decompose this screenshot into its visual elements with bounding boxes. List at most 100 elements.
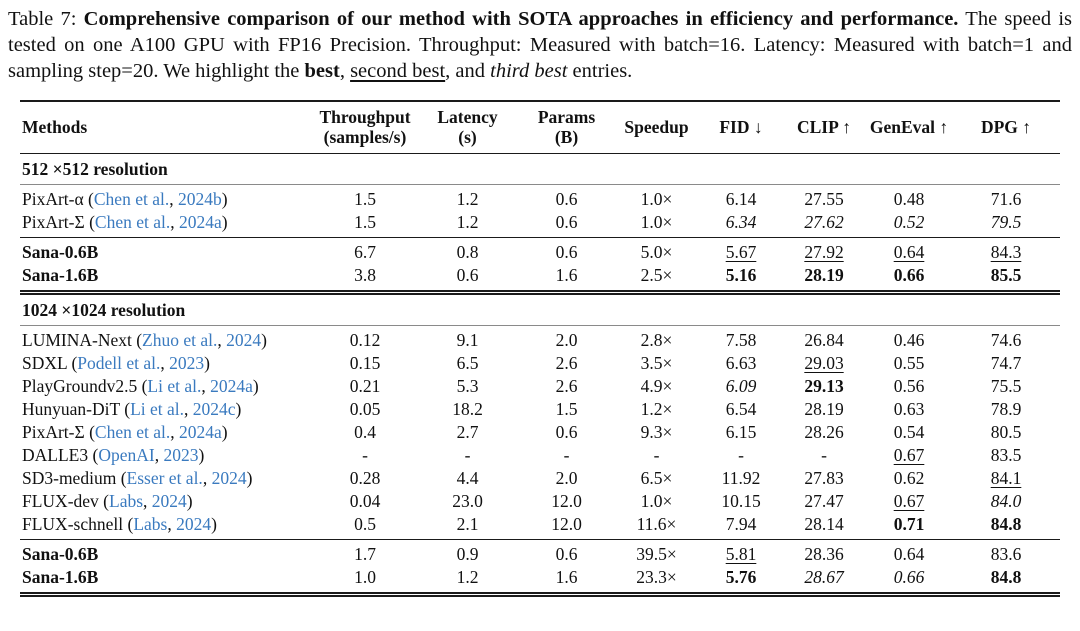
- value-cell: 6.15: [725, 421, 757, 442]
- value-cell: 5.67: [725, 241, 757, 262]
- citation-link[interactable]: Labs: [133, 513, 168, 534]
- value-cell: 6.34: [725, 211, 757, 232]
- value-cell: 18.2: [452, 398, 483, 419]
- value-cell: 0.05: [349, 398, 381, 419]
- value-cell: 28.19: [804, 398, 844, 419]
- citation-link[interactable]: Chen et al.: [94, 211, 171, 232]
- value-cell: 0.62: [893, 467, 925, 488]
- value-cell: 0.5: [354, 513, 376, 534]
- value-cell: 39.5×: [636, 543, 677, 564]
- value-cell: -: [362, 444, 368, 465]
- citation-link[interactable]: Podell et al.: [77, 352, 161, 373]
- value-cell: 6.63: [725, 352, 757, 373]
- value-cell: 23.0: [452, 490, 483, 511]
- method-cell: PlayGroundv2.5 (Li et al., 2024a): [22, 375, 259, 396]
- method-name: PixArt-α: [22, 188, 84, 209]
- value-cell: 1.2: [456, 566, 479, 587]
- column-header-sub: (s): [458, 127, 477, 148]
- citation-link[interactable]: Zhuo et al.: [142, 329, 218, 350]
- method-cell: LUMINA-Next (Zhuo et al., 2024): [22, 329, 267, 350]
- value-cell: 9.3×: [640, 421, 673, 442]
- citation-link[interactable]: Li et al.: [130, 398, 184, 419]
- method-name: LUMINA-Next: [22, 329, 132, 350]
- table-row: SDXL (Podell et al., 2023) 0.15 6.5 2.6 3.5×…: [20, 352, 1060, 375]
- value-cell: 28.67: [804, 566, 844, 587]
- value-cell: 0.48: [893, 188, 925, 209]
- citation-year-link[interactable]: 2024a: [178, 421, 222, 442]
- citation-link[interactable]: Chen et al.: [93, 188, 170, 209]
- value-cell: 83.5: [990, 444, 1022, 465]
- value-cell: 3.8: [354, 264, 376, 285]
- citation-year-link[interactable]: 2023: [163, 444, 199, 465]
- caption-segment: best: [304, 59, 340, 82]
- value-cell: 26.84: [804, 329, 844, 350]
- citation-year-link[interactable]: 2024b: [177, 188, 222, 209]
- table-row: Hunyuan-DiT (Li et al., 2024c) 0.05 18.2 1.…: [20, 398, 1060, 421]
- citation-link[interactable]: OpenAI: [98, 444, 155, 465]
- method-name: SD3-medium: [22, 467, 117, 488]
- caption-segment: entries.: [567, 59, 633, 82]
- table-row: Sana-0.6B 1.7 0.9 0.6 39.5× 5.81 28.36 0.64 83.6: [20, 539, 1060, 566]
- citation-year-link[interactable]: 2024: [226, 329, 262, 350]
- value-cell: -: [464, 444, 471, 465]
- column-header: FID ↓: [700, 101, 782, 153]
- citation-year-link[interactable]: 2024: [211, 467, 247, 488]
- column-header-label: GenEval ↑: [869, 117, 949, 138]
- value-cell: 0.54: [893, 421, 925, 442]
- method-cell: PixArt-Σ (Chen et al., 2024a): [22, 211, 228, 232]
- citation-year-link[interactable]: 2024: [176, 513, 212, 534]
- value-cell: 0.9: [456, 543, 479, 564]
- method-name: PlayGroundv2.5: [22, 375, 138, 396]
- caption-segment: third best: [490, 59, 568, 82]
- column-header-label: CLIP ↑: [797, 117, 851, 138]
- value-cell: 6.54: [725, 398, 757, 419]
- value-cell: 5.3: [456, 375, 479, 396]
- value-cell: 0.6: [456, 264, 479, 285]
- value-cell: 0.64: [893, 543, 925, 564]
- column-header-label: Latency: [437, 107, 498, 128]
- method-name: PixArt-Σ: [22, 421, 85, 442]
- caption-segment: second best: [350, 59, 446, 82]
- column-header: Methods: [20, 101, 315, 153]
- value-cell: 78.9: [990, 398, 1022, 419]
- citation-year-link[interactable]: 2024a: [178, 211, 222, 232]
- value-cell: 6.14: [725, 188, 757, 209]
- value-cell: 27.47: [804, 490, 844, 511]
- caption-segment: Comprehensive comparison of our method w…: [83, 8, 959, 30]
- value-cell: 3.5×: [640, 352, 673, 373]
- table-header: Methods Throughput (samples/s) Latency (s) Pa…: [20, 101, 1060, 154]
- citation-year-link[interactable]: 2023: [169, 352, 205, 373]
- value-cell: 27.62: [804, 211, 844, 232]
- citation-link[interactable]: Li et al.: [147, 375, 202, 396]
- value-cell: 29.13: [804, 375, 844, 396]
- value-cell: 0.12: [349, 329, 381, 350]
- value-cell: 0.55: [893, 352, 925, 373]
- citation-year-link[interactable]: 2024a: [210, 375, 253, 396]
- value-cell: 5.81: [725, 543, 757, 564]
- method-name: Hunyuan-DiT: [22, 398, 120, 419]
- citation-link[interactable]: Esser et al.: [126, 467, 203, 488]
- section-header-row: 1024 ×1024 resolution: [20, 292, 1060, 325]
- value-cell: 11.92: [721, 467, 761, 488]
- value-cell: 0.52: [893, 211, 925, 232]
- citation-year-link[interactable]: 2024c: [192, 398, 236, 419]
- value-cell: 1.5: [354, 188, 376, 209]
- value-cell: 0.15: [349, 352, 381, 373]
- value-cell: 9.1: [456, 329, 479, 350]
- value-cell: 1.2: [456, 211, 479, 232]
- citation-link[interactable]: Chen et al.: [94, 421, 171, 442]
- value-cell: -: [563, 444, 570, 465]
- value-cell: 2.5×: [640, 264, 673, 285]
- citation-year-link[interactable]: 2024: [151, 490, 187, 511]
- value-cell: 0.28: [349, 467, 381, 488]
- value-cell: -: [821, 444, 827, 465]
- value-cell: 2.0: [555, 467, 578, 488]
- table-row: SD3-medium (Esser et al., 2024) 0.28 4.4 2.…: [20, 467, 1060, 490]
- table-row: LUMINA-Next (Zhuo et al., 2024) 0.12 9.1 2.…: [20, 325, 1060, 352]
- value-cell: 6.7: [354, 241, 376, 262]
- column-header-label: Speedup: [624, 117, 689, 138]
- citation-link[interactable]: Labs: [109, 490, 144, 511]
- value-cell: 23.3×: [636, 566, 677, 587]
- value-cell: 28.19: [804, 264, 844, 285]
- value-cell: 0.71: [893, 513, 925, 534]
